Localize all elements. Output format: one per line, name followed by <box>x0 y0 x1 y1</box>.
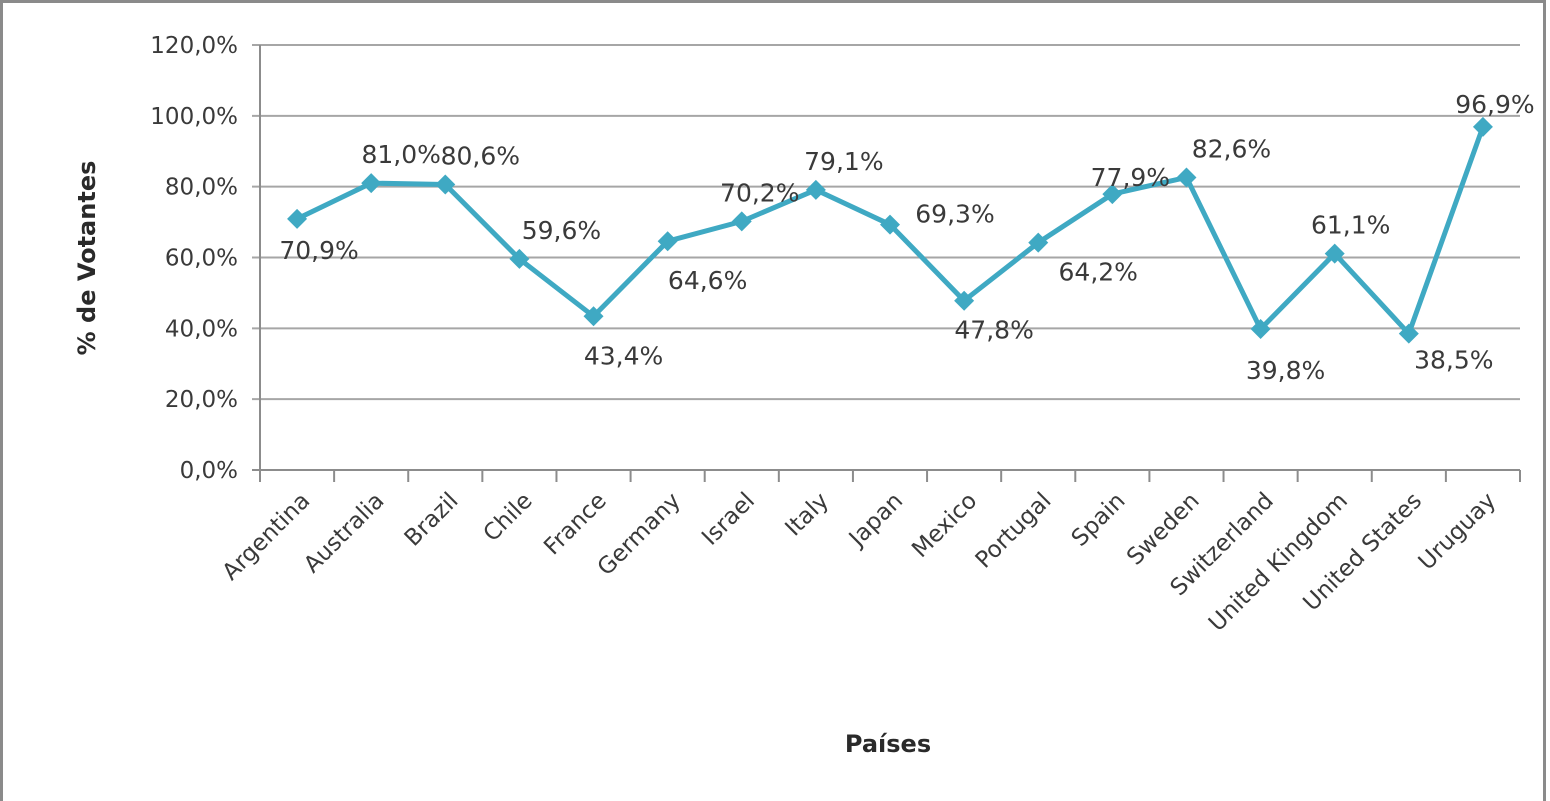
y-tick-label: 120,0% <box>150 33 238 59</box>
data-label: 77,9% <box>1091 163 1170 192</box>
data-point-marker <box>361 173 382 194</box>
data-label: 59,6% <box>522 216 601 245</box>
data-label: 64,2% <box>1059 258 1138 287</box>
x-category-label: Spain <box>1067 488 1131 552</box>
data-point-marker <box>287 208 308 229</box>
data-point-marker <box>657 231 678 252</box>
y-tick-label: 20,0% <box>165 387 238 413</box>
x-category-label: Australia <box>299 488 389 578</box>
data-label: 70,2% <box>720 178 799 207</box>
x-category-label: Italy <box>780 488 834 542</box>
data-label: 82,6% <box>1192 134 1271 163</box>
y-axis-ticks: 0,0% 20,0% 40,0% 60,0% 80,0% 100,0% 120,0% <box>150 33 238 484</box>
data-label: 81,0% <box>361 140 440 169</box>
x-category-label: United Kingdom <box>1204 488 1353 637</box>
x-category-label: Israel <box>697 488 760 551</box>
series-markers <box>287 116 1493 344</box>
data-label: 38,5% <box>1414 346 1493 375</box>
x-category-label: Chile <box>479 488 538 547</box>
data-label: 69,3% <box>915 200 994 229</box>
data-point-marker <box>1176 167 1197 188</box>
data-point-marker <box>805 179 826 200</box>
data-label: 61,1% <box>1311 211 1390 240</box>
x-axis-title: Países <box>845 730 931 758</box>
data-point-marker <box>731 211 752 232</box>
x-category-label: Argentina <box>218 488 316 586</box>
y-axis-title: % de Votantes <box>73 161 101 356</box>
gridlines <box>252 44 1520 471</box>
data-label: 43,4% <box>584 341 663 370</box>
data-point-marker <box>1472 116 1493 137</box>
x-category-label: Uruguay <box>1414 488 1502 576</box>
x-category-label: France <box>539 488 611 560</box>
data-point-marker <box>1398 323 1419 344</box>
data-label: 79,1% <box>804 147 883 176</box>
data-point-marker <box>509 248 530 269</box>
y-tick-label: 100,0% <box>150 104 238 130</box>
data-label: 39,8% <box>1246 356 1325 385</box>
data-point-marker <box>1102 184 1123 205</box>
data-label: 70,9% <box>279 236 358 265</box>
data-point-marker <box>954 290 975 311</box>
x-category-label: Japan <box>843 488 908 553</box>
data-point-marker <box>1250 319 1271 340</box>
data-point-marker <box>1028 232 1049 253</box>
data-label: 64,6% <box>668 266 747 295</box>
x-category-label: Mexico <box>907 488 982 563</box>
data-point-marker <box>435 174 456 195</box>
data-point-marker <box>880 214 900 235</box>
data-point-marker <box>1324 243 1345 264</box>
y-tick-label: 0,0% <box>180 458 238 484</box>
data-label: 47,8% <box>954 316 1033 345</box>
data-label: 80,6% <box>441 142 520 171</box>
data-labels: 70,9% 81,0% 80,6% 59,6% 43,4% 64,6% 70,2%79,1%… <box>279 90 1534 385</box>
y-tick-label: 60,0% <box>165 246 238 272</box>
data-point-marker <box>583 306 604 327</box>
y-tick-label: 80,0% <box>165 175 238 201</box>
x-category-label: Portugal <box>971 488 1057 574</box>
data-label: 96,9% <box>1455 90 1534 119</box>
y-tick-label: 40,0% <box>165 316 238 342</box>
x-category-label: Brazil <box>400 488 464 552</box>
